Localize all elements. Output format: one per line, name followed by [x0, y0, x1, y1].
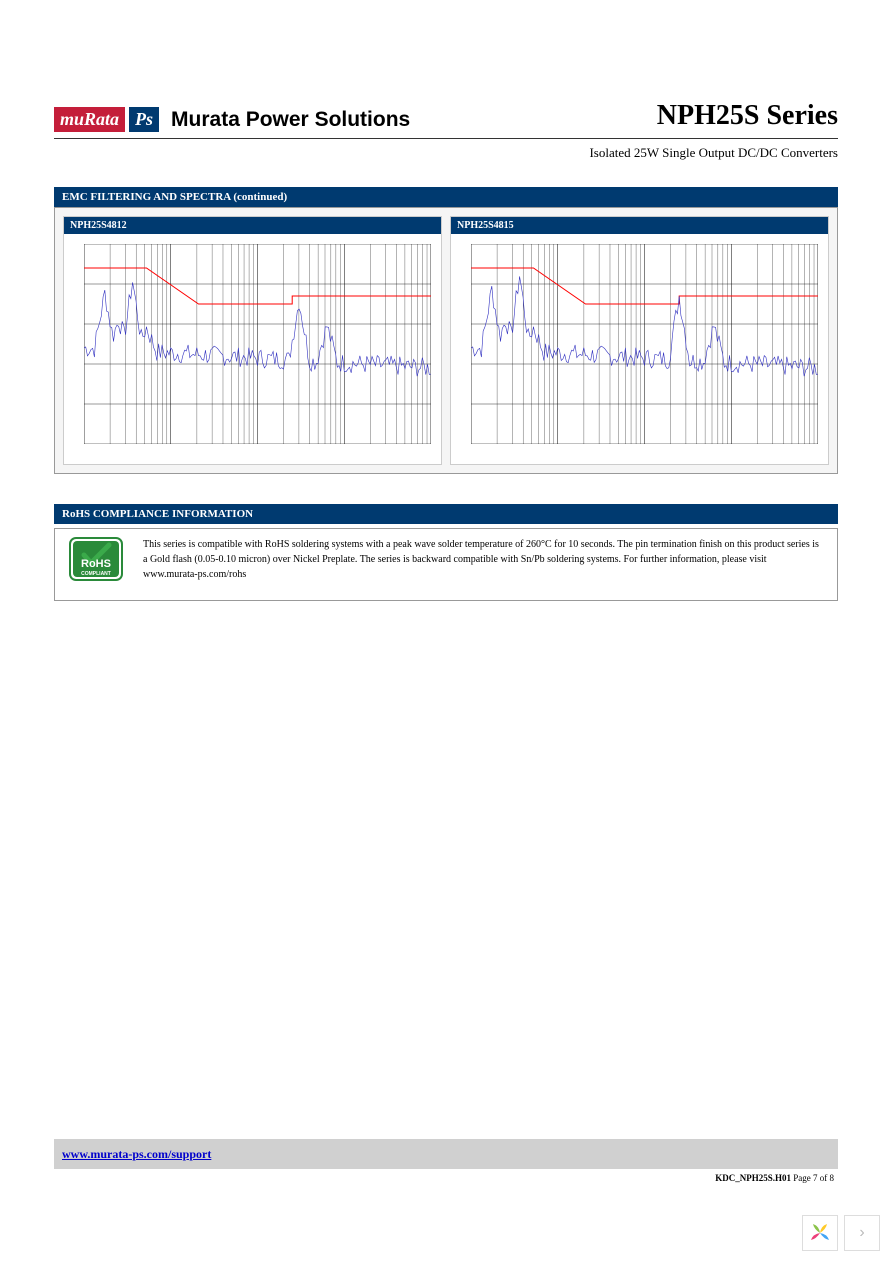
chart-area	[451, 234, 828, 464]
page-header: muRata Ps Murata Power Solutions NPH25S …	[54, 100, 838, 139]
datasheet-page: muRata Ps Murata Power Solutions NPH25S …	[0, 0, 892, 601]
ps-logo: Ps	[129, 107, 159, 132]
emc-chart-svg	[84, 244, 431, 444]
chart-title: NPH25S4812	[64, 217, 441, 234]
chart-area	[64, 234, 441, 464]
svg-text:RoHS: RoHS	[81, 558, 111, 570]
series-subtitle: Isolated 25W Single Output DC/DC Convert…	[54, 145, 838, 161]
logo-block: muRata Ps Murata Power Solutions	[54, 107, 410, 132]
rohs-panel: RoHS COMPLIANT This series is compatible…	[54, 528, 838, 601]
chart-title: NPH25S4815	[451, 217, 828, 234]
murata-logo: muRata	[54, 107, 125, 132]
emc-section-bar: EMC FILTERING AND SPECTRA (continued)	[54, 187, 838, 207]
page-number: Page 7 of 8	[793, 1173, 834, 1183]
series-block: NPH25S Series	[657, 100, 838, 132]
brand-name: Murata Power Solutions	[171, 108, 410, 132]
next-page-button[interactable]: ›	[844, 1215, 880, 1251]
charts-panel: NPH25S4812 NPH25S4815	[54, 207, 838, 474]
page-footer: www.murata-ps.com/support KDC_NPH25S.H01…	[54, 1139, 838, 1183]
emc-chart-svg	[471, 244, 818, 444]
svg-text:COMPLIANT: COMPLIANT	[81, 571, 111, 577]
chart-nph25s4815: NPH25S4815	[450, 216, 829, 465]
doc-id: KDC_NPH25S.H01	[715, 1173, 791, 1183]
series-title: NPH25S Series	[657, 100, 838, 132]
rohs-section-bar: RoHS COMPLIANCE INFORMATION	[54, 504, 838, 524]
support-link[interactable]: www.murata-ps.com/support	[62, 1147, 211, 1161]
nav-corner: ›	[802, 1215, 880, 1251]
rohs-badge-icon: RoHS COMPLIANT	[69, 537, 123, 586]
app-logo-icon[interactable]	[802, 1215, 838, 1251]
footer-bar: www.murata-ps.com/support	[54, 1139, 838, 1169]
footer-pageinfo: KDC_NPH25S.H01 Page 7 of 8	[54, 1173, 838, 1183]
chart-nph25s4812: NPH25S4812	[63, 216, 442, 465]
rohs-body-text: This series is compatible with RoHS sold…	[143, 537, 823, 582]
